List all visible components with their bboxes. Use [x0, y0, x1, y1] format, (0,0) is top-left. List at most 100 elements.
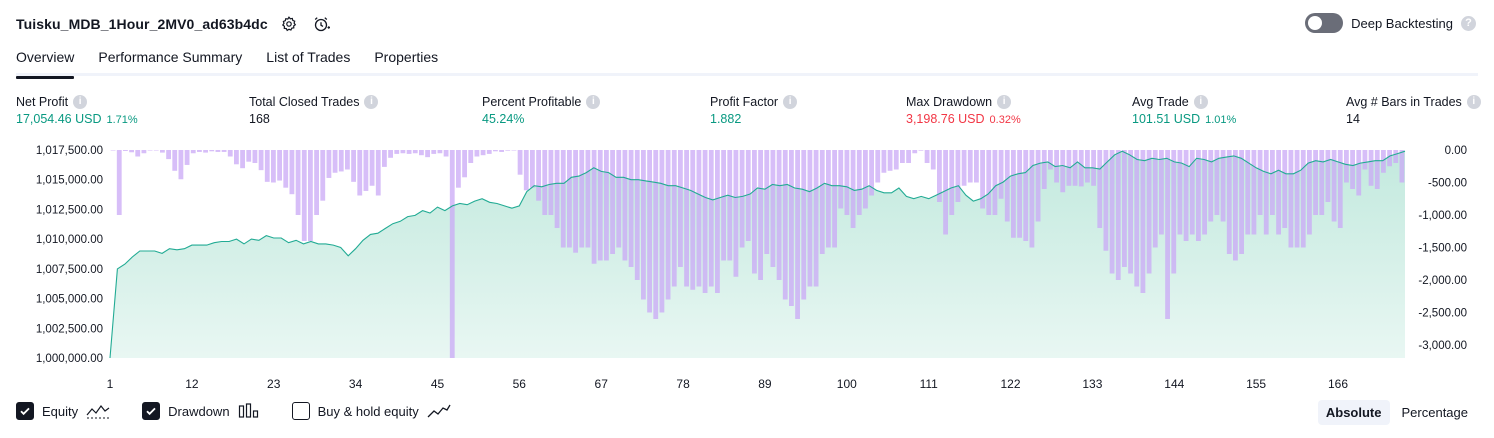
info-icon[interactable]: i: [586, 95, 600, 109]
drawdown-bar: [555, 150, 560, 228]
drawdown-bar: [715, 150, 720, 293]
drawdown-bar: [265, 150, 270, 182]
drawdown-bar: [1017, 150, 1022, 238]
alert-clock-icon[interactable]: [310, 13, 332, 35]
info-icon[interactable]: i: [364, 95, 378, 109]
drawdown-bar: [783, 150, 788, 300]
x-axis-tick-label: 45: [431, 377, 445, 391]
drawdown-bar: [697, 150, 702, 287]
info-icon[interactable]: i: [1467, 95, 1481, 109]
drawdown-bar: [777, 150, 782, 280]
drawdown-bar: [1048, 150, 1053, 170]
drawdown-bar: [900, 150, 905, 163]
drawdown-bar: [444, 150, 449, 157]
drawdown-bar: [438, 150, 443, 153]
absolute-button[interactable]: Absolute: [1318, 400, 1390, 425]
drawdown-bar: [795, 150, 800, 319]
equity-checkbox[interactable]: [16, 402, 34, 420]
drawdown-bar: [407, 150, 412, 154]
drawdown-bar: [894, 150, 899, 170]
tab-performance-summary[interactable]: Performance Summary: [98, 44, 242, 76]
drawdown-bar: [370, 150, 375, 186]
drawdown-bar: [197, 150, 202, 152]
drawdown-bar: [820, 150, 825, 254]
tab-properties[interactable]: Properties: [374, 44, 438, 76]
drawdown-bar: [1147, 150, 1152, 274]
drawdown-bar: [129, 150, 134, 152]
drawdown-bar: [487, 150, 492, 154]
drawdown-bar: [925, 150, 930, 163]
percentage-button[interactable]: Percentage: [1394, 400, 1477, 425]
drawdown-bar: [505, 150, 510, 151]
drawdown-bar: [1171, 150, 1176, 274]
drawdown-bar: [382, 150, 387, 167]
drawdown-bar: [1289, 150, 1294, 248]
help-icon[interactable]: ?: [1461, 16, 1476, 31]
metric-label: Max Drawdown: [906, 95, 992, 109]
info-icon[interactable]: i: [997, 95, 1011, 109]
drawdown-bar: [1350, 150, 1355, 189]
drawdown-checkbox[interactable]: [142, 402, 160, 420]
deep-backtesting-toggle[interactable]: [1305, 13, 1343, 33]
buy-hold-checkbox[interactable]: [292, 402, 310, 420]
tab-list-of-trades[interactable]: List of Trades: [266, 44, 350, 76]
x-axis-tick-label: 23: [267, 377, 281, 391]
drawdown-bar: [253, 150, 258, 163]
drawdown-bar: [845, 150, 850, 215]
left-axis-tick-label: 1,007,500.00: [36, 264, 103, 276]
drawdown-bar: [598, 150, 603, 261]
info-icon[interactable]: i: [783, 95, 797, 109]
drawdown-bar: [567, 150, 572, 248]
legend-equity[interactable]: Equity: [16, 402, 110, 420]
drawdown-bar: [832, 150, 837, 248]
drawdown-bar: [320, 150, 325, 201]
drawdown-bar: [246, 150, 251, 162]
drawdown-bar: [561, 150, 566, 248]
drawdown-bar: [592, 150, 597, 264]
drawdown-bar: [1184, 150, 1189, 241]
drawdown-bar: [801, 150, 806, 300]
legend-buy-hold-equity[interactable]: Buy & hold equity: [292, 402, 451, 420]
drawdown-bar: [690, 150, 695, 290]
drawdown-bar: [499, 150, 504, 152]
strategy-title: Tuisku_MDB_1Hour_2MV0_ad63b4dc: [16, 16, 268, 32]
left-axis-tick-label: 1,005,000.00: [36, 294, 103, 306]
tab-overview[interactable]: Overview: [16, 44, 74, 76]
value-mode-switch: Absolute Percentage: [1318, 400, 1476, 425]
settings-gear-icon[interactable]: [278, 13, 300, 35]
drawdown-bar: [1363, 150, 1368, 170]
x-axis-tick-label: 34: [349, 377, 363, 391]
drawdown-bar: [1227, 150, 1232, 254]
drawdown-bar: [875, 150, 880, 183]
metric-value: 101.51 USD: [1132, 112, 1200, 126]
drawdown-bar: [351, 150, 356, 182]
info-icon[interactable]: i: [73, 95, 87, 109]
drawdown-bar: [524, 150, 529, 190]
legend-drawdown[interactable]: Drawdown: [142, 402, 259, 420]
drawdown-bar: [1060, 150, 1065, 192]
drawdown-bar: [826, 150, 831, 248]
report-tabs: Overview Performance Summary List of Tra…: [16, 44, 1478, 76]
drawdown-bar: [413, 150, 418, 153]
chart-legend: Equity Drawdown Buy & hold equity: [16, 402, 451, 420]
right-axis-tick-label: -1,500.00: [1418, 243, 1467, 255]
drawdown-bar: [345, 150, 350, 170]
x-axis-tick-label: 100: [837, 377, 857, 391]
left-axis-tick-label: 1,015,000.00: [36, 175, 103, 187]
x-axis-tick-label: 133: [1082, 377, 1102, 391]
drawdown-bar: [999, 150, 1004, 199]
metric-value: 3,198.76 USD: [906, 112, 985, 126]
drawdown-bar: [709, 150, 714, 287]
drawdown-bar: [1233, 150, 1238, 261]
drawdown-bar: [327, 150, 332, 178]
drawdown-bar: [1313, 150, 1318, 215]
drawdown-bar: [1073, 150, 1078, 186]
drawdown-bar: [808, 150, 813, 287]
right-axis-tick-label: -500.00: [1428, 178, 1467, 190]
drawdown-bar: [271, 150, 276, 183]
drawdown-bar: [882, 150, 887, 173]
drawdown-bars-icon: [238, 403, 260, 419]
info-icon[interactable]: i: [1194, 95, 1208, 109]
drawdown-bar: [912, 150, 917, 153]
metric-label: Net Profit: [16, 95, 68, 109]
